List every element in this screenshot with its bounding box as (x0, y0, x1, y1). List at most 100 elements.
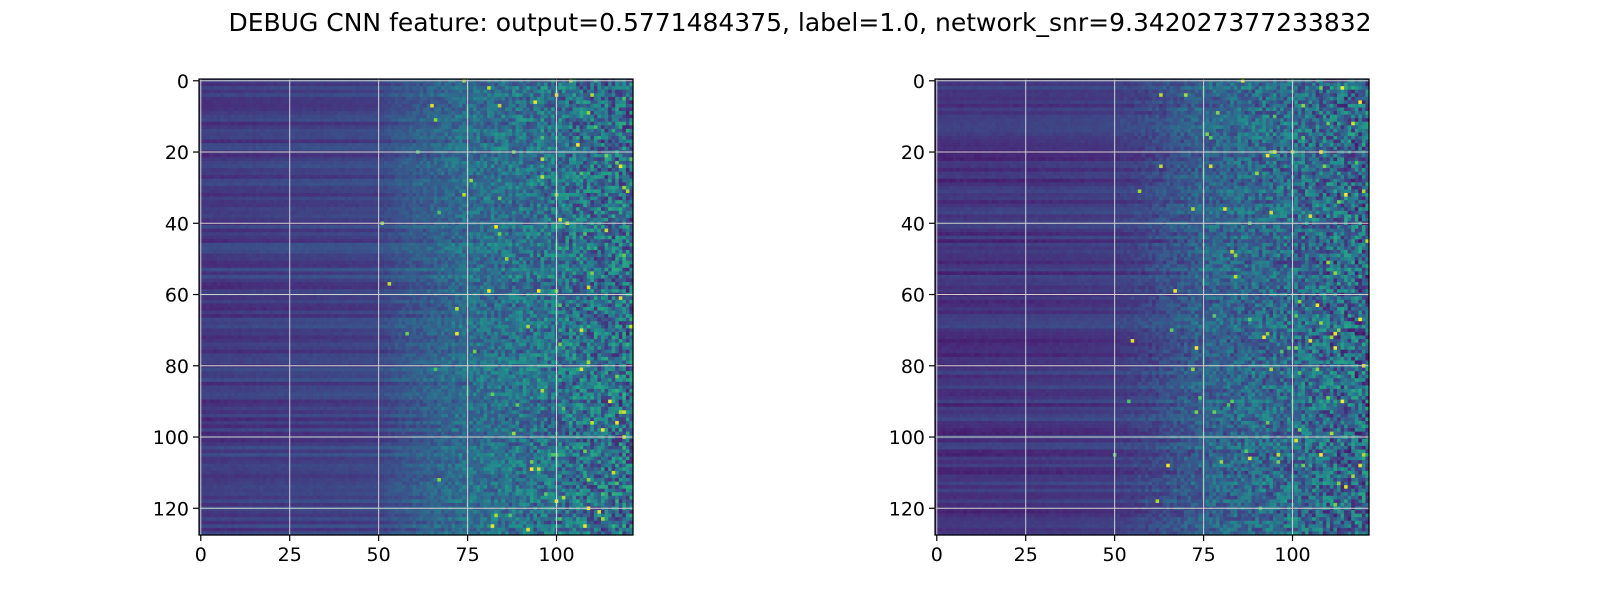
heatmap-cell (302, 104, 306, 108)
heatmap-cell (331, 83, 335, 87)
heatmap-cell (597, 90, 601, 94)
heatmap-cell (615, 100, 619, 104)
heatmap-cell (338, 97, 342, 101)
heatmap-cell (608, 90, 612, 94)
heatmap-cell (541, 90, 545, 94)
heatmap-cell (608, 93, 612, 97)
heatmap-cell (348, 90, 352, 94)
heatmap-cell (569, 90, 573, 94)
heatmap-cell (562, 83, 566, 87)
heatmap-cell (242, 83, 246, 87)
heatmap-cell (213, 86, 217, 90)
heatmap-cell (348, 83, 352, 87)
heatmap-cell (242, 100, 246, 104)
heatmap-cell (220, 97, 224, 101)
heatmap-cell (277, 100, 281, 104)
heatmap-cell (281, 93, 285, 97)
heatmap-cell (356, 83, 360, 87)
heatmap-cell (491, 86, 495, 90)
heatmap-cell (231, 90, 235, 94)
heatmap-cell (331, 97, 335, 101)
heatmap-cell (590, 97, 594, 101)
heatmap-cell (274, 90, 278, 94)
heatmap-cell (281, 83, 285, 87)
heatmap-cell (356, 104, 360, 108)
heatmap-cell (284, 93, 288, 97)
heatmap-cell (405, 93, 409, 97)
heatmap-cell (220, 104, 224, 108)
heatmap-cell (619, 86, 623, 90)
heatmap-cell (462, 86, 466, 90)
heatmap-cell (523, 97, 527, 101)
heatmap-cell (213, 97, 217, 101)
heatmap-cell (583, 86, 587, 90)
heatmap-cell (605, 97, 609, 101)
heatmap-cell (505, 93, 509, 97)
heatmap-cell (455, 90, 459, 94)
heatmap-cell (352, 93, 356, 97)
heatmap-cell (583, 100, 587, 104)
heatmap-cell (551, 86, 555, 90)
heatmap-cell (238, 86, 242, 90)
heatmap-cell (242, 104, 246, 108)
heatmap-cell (516, 97, 520, 101)
heatmap-cell (409, 83, 413, 87)
heatmap-cell (508, 100, 512, 104)
heatmap-cell (256, 97, 260, 101)
heatmap-cell (423, 100, 427, 104)
heatmap-cell (398, 97, 402, 101)
heatmap-cell (331, 93, 335, 97)
heatmap-cell (480, 83, 484, 87)
heatmap-cell (363, 93, 367, 97)
heatmap-cell (306, 86, 310, 90)
heatmap-cell (476, 86, 480, 90)
heatmap-cell (533, 97, 537, 101)
heatmap-cell (569, 100, 573, 104)
heatmap-cell (206, 104, 210, 108)
heatmap-cell (245, 83, 249, 87)
heatmap-cell (373, 93, 377, 97)
heatmap-cell (473, 86, 477, 90)
heatmap-cell (217, 93, 221, 97)
heatmap-cell (562, 100, 566, 104)
heatmap-cell (341, 97, 345, 101)
heatmap-cell (434, 97, 438, 101)
heatmap-cell (313, 104, 317, 108)
heatmap-cell (441, 83, 445, 87)
heatmap-cell (622, 86, 626, 90)
heatmap-cell (569, 93, 573, 97)
heatmap-cell (363, 83, 367, 87)
heatmap-cell (395, 83, 399, 87)
heatmap-cell (356, 100, 360, 104)
heatmap-cell (295, 100, 299, 104)
heatmap-cell (622, 93, 626, 97)
heatmap-cell (491, 97, 495, 101)
heatmap-cell (448, 100, 452, 104)
heatmap-cell (370, 100, 374, 104)
heatmap-cell (316, 100, 320, 104)
heatmap-cell (494, 93, 498, 97)
heatmap-cell (252, 104, 256, 108)
heatmap-cell (341, 83, 345, 87)
heatmap-cell (512, 83, 516, 87)
heatmap-cell (324, 86, 328, 90)
heatmap-cell (309, 104, 313, 108)
heatmap-cell (334, 104, 338, 108)
heatmap-cell (316, 83, 320, 87)
heatmap-cell (338, 104, 342, 108)
heatmap-cell (224, 83, 228, 87)
heatmap-cell (622, 100, 626, 104)
heatmap-cell (316, 90, 320, 94)
heatmap-cell (469, 83, 473, 87)
heatmap-cell (203, 90, 207, 94)
heatmap-cell (573, 100, 577, 104)
heatmap-cell (373, 90, 377, 94)
heatmap-cell (316, 86, 320, 90)
heatmap-cell (259, 90, 263, 94)
heatmap-cell (270, 83, 274, 87)
heatmap-cell (302, 90, 306, 94)
heatmap-cell (213, 100, 217, 104)
heatmap-cell (516, 100, 520, 104)
heatmap-cell (281, 86, 285, 90)
heatmap-cell (622, 83, 626, 87)
